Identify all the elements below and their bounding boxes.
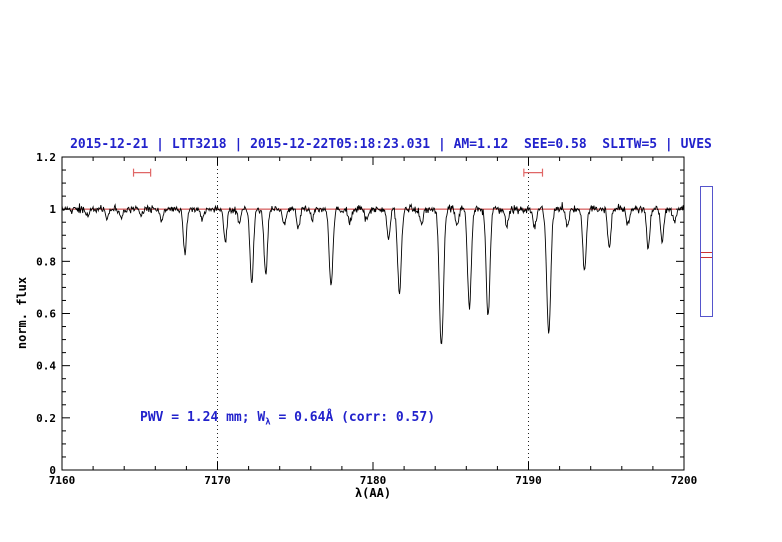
pwv-annotation-text-2: = 0.64Å (corr: 0.57) <box>270 410 436 425</box>
side-indicator-panel[interactable] <box>700 186 713 317</box>
x-tick-label: 7190 <box>515 474 542 487</box>
y-tick-label: 0.6 <box>36 308 56 321</box>
x-tick-label: 7160 <box>49 474 76 487</box>
y-tick-label: 0 <box>49 464 56 477</box>
side-indicator-line <box>701 257 712 259</box>
plot-title: 2015-12-21 | LTT3218 | 2015-12-22T05:18:… <box>70 137 712 152</box>
x-tick-label: 7170 <box>204 474 231 487</box>
pwv-annotation-text-1: PWV = 1.24 mm; W <box>140 410 266 425</box>
y-tick-label: 0.8 <box>36 255 56 268</box>
y-tick-label: 0.4 <box>36 360 56 373</box>
pwv-annotation: PWV = 1.24 mm; Wλ = 0.64Å (corr: 0.57) <box>140 410 435 428</box>
spectrum-line <box>61 202 685 345</box>
y-tick-label: 0.2 <box>36 412 56 425</box>
side-indicator-line <box>701 251 712 253</box>
x-axis-label: λ(AA) <box>354 486 392 500</box>
y-tick-label: 1 <box>49 203 56 216</box>
pwv-annotation-subscript: λ <box>265 417 271 428</box>
x-tick-label: 7180 <box>360 474 387 487</box>
x-tick-label: 7200 <box>671 474 698 487</box>
y-tick-label: 1.2 <box>36 151 56 164</box>
